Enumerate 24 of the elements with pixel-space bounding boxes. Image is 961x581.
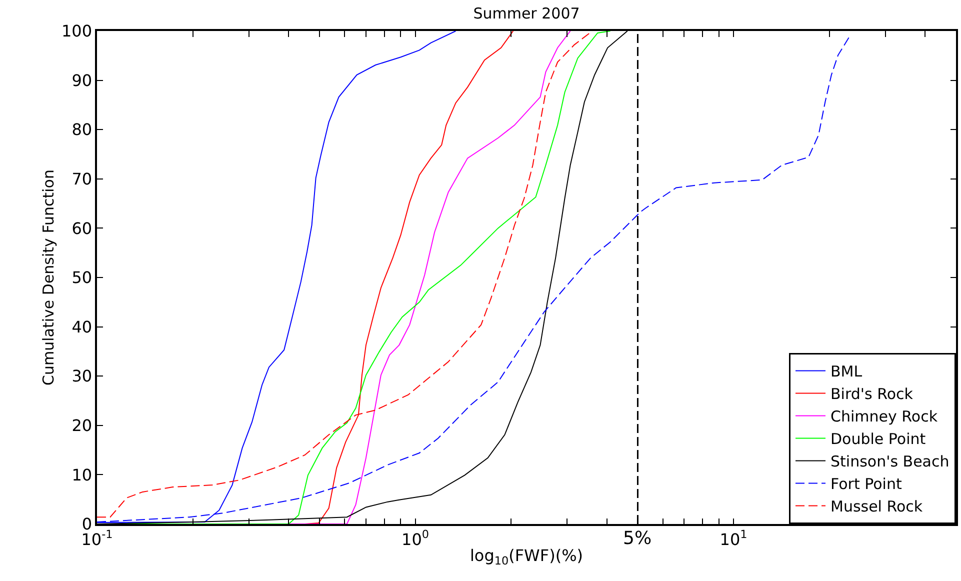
y-tick-label: 70	[72, 170, 92, 188]
x-axis-title: log$_{10}$(FWF)(%)	[470, 546, 584, 568]
y-tick-label: 80	[72, 120, 92, 140]
legend-label: Bird's Rock	[830, 385, 914, 404]
y-tick-label: 40	[72, 317, 92, 336]
y-tick-label: 90	[72, 70, 92, 90]
ref-line-label: 5%	[623, 528, 652, 549]
y-tick-label: 20	[72, 416, 92, 435]
legend-label: Chimney Rock	[830, 408, 938, 426]
legend-label: Fort Point	[830, 475, 902, 494]
legend-label: BML	[830, 362, 863, 381]
y-tick-label: 50	[72, 268, 92, 288]
y-tick-label: 10	[72, 465, 92, 484]
y-tick-label: 100	[62, 22, 92, 41]
y-tick-label: 30	[72, 366, 92, 386]
legend-label: Stinson's Beach	[830, 452, 950, 471]
chart-title: Summer 2007	[473, 4, 580, 22]
y-tick-label: 0	[82, 514, 92, 534]
legend-label: Double Point	[830, 430, 926, 448]
x-tick-label: 10$^{1}$	[720, 528, 748, 549]
legend-label: Mussel Rock	[830, 498, 923, 516]
x-tick-label: 10$^{0}$	[402, 528, 430, 549]
y-axis-title: Cumulative Density Function	[39, 170, 58, 386]
y-tick-label: 60	[72, 218, 92, 238]
